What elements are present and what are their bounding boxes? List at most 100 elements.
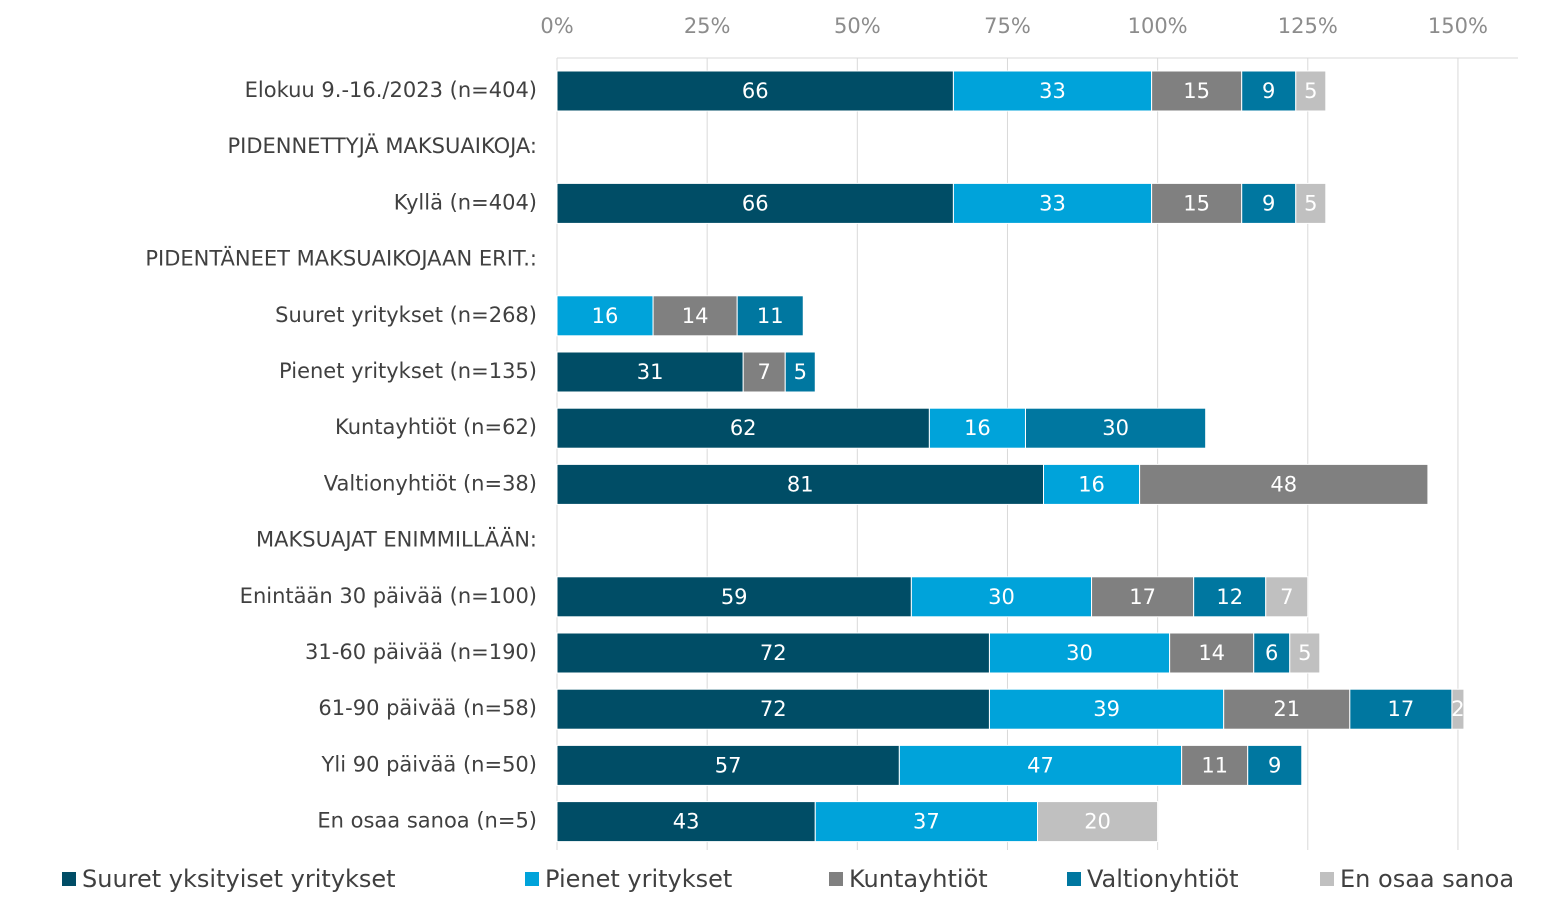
bar-segment [910,576,1093,618]
data-label: 16 [964,416,991,440]
data-label: 17 [1129,585,1156,609]
bar-segment [952,182,1153,224]
bar-segment [1265,576,1309,618]
data-label: 33 [1039,191,1066,215]
bar-segment [1295,182,1327,224]
legend-swatch [1320,872,1334,886]
legend-label: Kuntayhtiöt [849,865,988,893]
data-label: 66 [742,79,769,103]
bar-segment [1091,576,1195,618]
data-label: 9 [1268,753,1281,777]
bar-segment [556,351,744,393]
category-label: MAKSUAJAT ENIMMILLÄÄN: [256,527,537,552]
bar-segment [556,688,990,730]
bar-segment [556,463,1045,505]
bar-segment [556,632,990,674]
bar-segment [1037,801,1159,843]
bar-segment [1241,182,1297,224]
data-label: 11 [1201,753,1228,777]
category-label: PIDENTÄNEET MAKSUAIKOJAAN ERIT.: [145,246,537,271]
category-label: Valtionyhtiöt (n=38) [324,471,537,495]
x-tick-label: 0% [540,14,573,38]
data-label: 14 [682,304,709,328]
data-label: 21 [1273,697,1300,721]
data-label: 43 [673,810,700,834]
data-label: 30 [1102,416,1129,440]
legend-label: En osaa sanoa [1340,865,1514,893]
bar-segment [556,295,654,337]
bar-segment [556,70,954,112]
bar-segment [988,688,1225,730]
bar-segment [556,182,954,224]
data-label: 2 [1451,697,1464,721]
bar-segment [1247,744,1303,786]
category-label: Kuntayhtiöt (n=62) [335,415,537,439]
legend-label: Valtionyhtiöt [1087,865,1239,893]
bar-segment [1151,182,1243,224]
data-label: 16 [1078,472,1105,496]
category-label: Elokuu 9.-16./2023 (n=404) [245,78,537,102]
bar-segment [652,295,738,337]
data-label: 66 [742,191,769,215]
data-label: 37 [913,810,940,834]
bar-segment [784,351,816,393]
bar-segment [1253,632,1291,674]
bar-segment [556,801,816,843]
data-label: 9 [1262,191,1275,215]
bar-segment [898,744,1183,786]
category-label: PIDENNETTYJÄ MAKSUAIKOJA: [227,133,537,158]
bar-segment [1451,688,1465,730]
data-label: 9 [1262,79,1275,103]
data-label: 72 [760,697,787,721]
bar-segment [1295,70,1327,112]
bar-segment [742,351,786,393]
legend-swatch [525,872,539,886]
category-label: Kyllä (n=404) [394,190,537,214]
bar-segment [1223,688,1351,730]
bar-segment [1181,744,1249,786]
data-label: 5 [1298,641,1311,665]
data-label: 5 [794,360,807,384]
category-label: Enintään 30 päivää (n=100) [240,584,537,608]
data-label: 48 [1270,472,1297,496]
bar-segment [1193,576,1267,618]
category-label: En osaa sanoa (n=5) [317,809,537,833]
data-label: 47 [1027,753,1054,777]
data-label: 15 [1183,79,1210,103]
legend-swatch [62,872,76,886]
bar-segment [988,632,1171,674]
bar-segment [1169,632,1255,674]
data-label: 7 [758,360,771,384]
bar-segment [556,744,900,786]
bar-segment [736,295,804,337]
data-label: 30 [988,585,1015,609]
data-label: 11 [757,304,784,328]
data-label: 16 [592,304,619,328]
data-label: 57 [715,753,742,777]
legend-swatch [1067,872,1081,886]
data-label: 59 [721,585,748,609]
bar-segment [556,576,912,618]
x-tick-label: 50% [834,14,881,38]
bar-segment [1289,632,1321,674]
data-label: 30 [1066,641,1093,665]
legend-label: Pienet yritykset [545,865,732,893]
bar-segment [952,70,1153,112]
data-label: 17 [1388,697,1415,721]
x-tick-label: 75% [984,14,1031,38]
data-label: 81 [787,472,814,496]
legend-swatch [829,872,843,886]
category-label: Pienet yritykset (n=135) [279,359,537,383]
legend-label: Suuret yksityiset yritykset [82,865,396,893]
bar-segment [1024,407,1207,449]
data-label: 12 [1216,585,1243,609]
data-label: 14 [1198,641,1225,665]
data-label: 5 [1304,191,1317,215]
x-tick-label: 125% [1278,14,1338,38]
category-label: 61-90 päivää (n=58) [318,696,537,720]
x-tick-label: 100% [1128,14,1188,38]
bar-segment [928,407,1026,449]
data-label: 20 [1084,810,1111,834]
data-label: 39 [1093,697,1120,721]
data-label: 6 [1265,641,1278,665]
